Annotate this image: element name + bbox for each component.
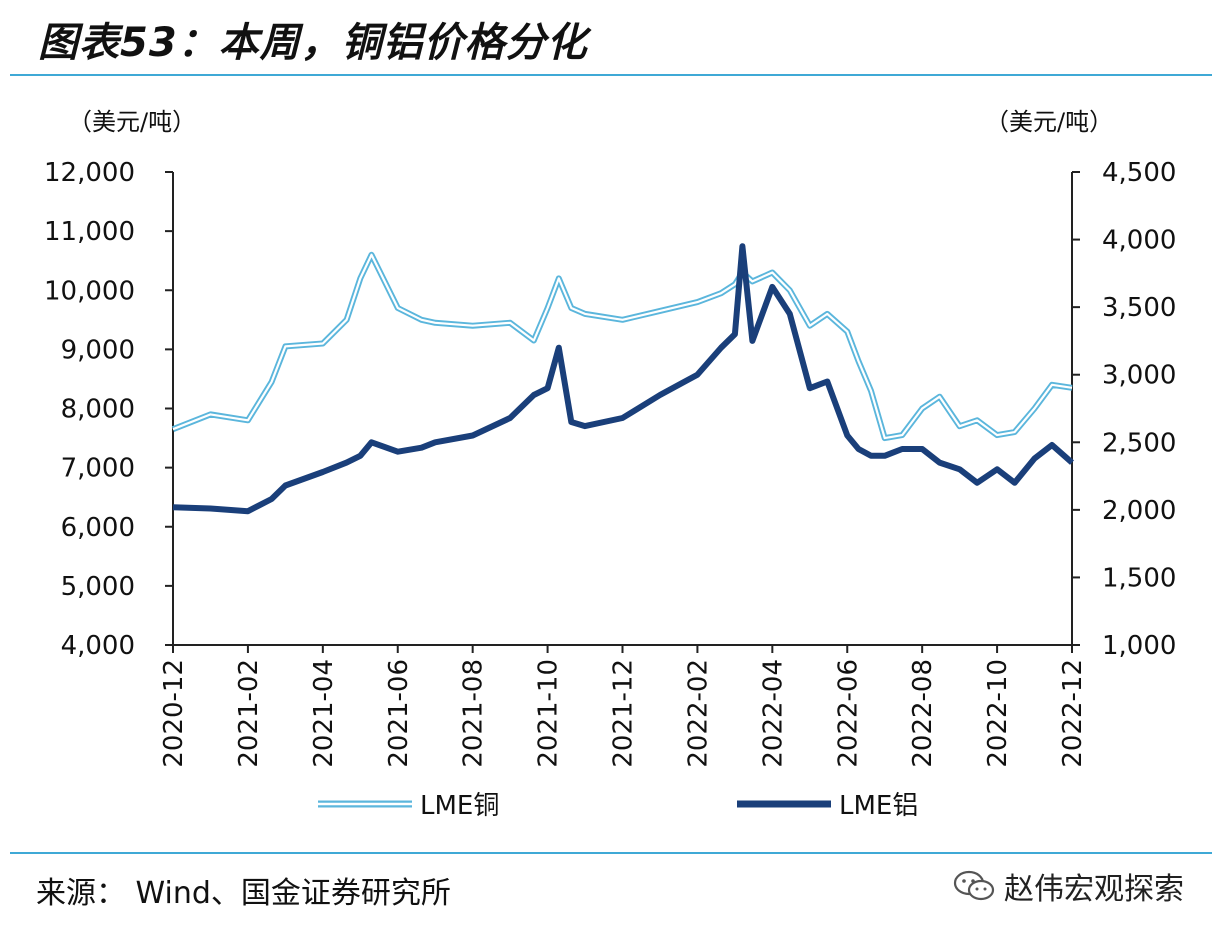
left-tick-label: 12,000 bbox=[44, 158, 135, 188]
x-tick-label: 2022-10 bbox=[983, 659, 1013, 768]
page-title: 图表53：本周，铜铝价格分化 bbox=[38, 20, 588, 66]
x-tick-label: 2022-08 bbox=[908, 659, 938, 768]
right-tick-label: 3,500 bbox=[1102, 293, 1176, 323]
x-tick-label: 2022-12 bbox=[1058, 659, 1088, 768]
left-tick-label: 11,000 bbox=[44, 217, 135, 247]
watermark: 赵伟宏观探索 bbox=[952, 864, 1184, 908]
bottom-divider bbox=[10, 852, 1212, 854]
x-tick-label: 2021-12 bbox=[609, 659, 639, 768]
x-tick-label: 2022-02 bbox=[683, 659, 713, 768]
left-tick-label: 7,000 bbox=[61, 454, 135, 484]
right-tick-label: 3,000 bbox=[1102, 361, 1176, 391]
x-tick-label: 2021-04 bbox=[309, 659, 339, 768]
legend-label-copper: LME铜 bbox=[420, 791, 499, 821]
right-tick-label: 1,500 bbox=[1102, 563, 1176, 593]
left-tick-label: 4,000 bbox=[61, 631, 135, 661]
left-tick-label: 10,000 bbox=[44, 276, 135, 306]
series-line-copper bbox=[172, 253, 1073, 440]
right-axis-unit: （美元/吨） bbox=[985, 108, 1113, 136]
source-note: 来源： Wind、国金证券研究所 bbox=[36, 876, 451, 911]
right-tick-label: 4,000 bbox=[1102, 226, 1176, 256]
right-tick-label: 4,500 bbox=[1102, 158, 1176, 188]
x-tick-label: 2021-10 bbox=[534, 659, 564, 768]
x-tick-label: 2022-04 bbox=[758, 659, 788, 768]
right-tick-label: 2,500 bbox=[1102, 428, 1176, 458]
chart-svg: （美元/吨） （美元/吨） 4,000 5,000 6,000 7,000 8,000 9,… bbox=[44, 108, 1176, 821]
wechat-icon bbox=[953, 870, 995, 901]
left-tick-label: 5,000 bbox=[61, 572, 135, 602]
left-tick-label: 8,000 bbox=[61, 395, 135, 425]
legend-label-aluminum: LME铝 bbox=[839, 791, 918, 821]
x-tick-label: 2021-08 bbox=[459, 659, 489, 768]
x-tick-label: 2021-02 bbox=[234, 659, 264, 768]
left-axis-unit: （美元/吨） bbox=[68, 108, 196, 136]
series-line-aluminum bbox=[172, 243, 1074, 515]
right-tick-label: 1,000 bbox=[1102, 631, 1176, 661]
x-tick-label: 2021-06 bbox=[384, 659, 414, 768]
left-tick-label: 9,000 bbox=[61, 335, 135, 365]
watermark-text: 赵伟宏观探索 bbox=[1004, 872, 1184, 907]
x-tick-label: 2020-12 bbox=[159, 659, 189, 768]
right-tick-label: 2,000 bbox=[1102, 496, 1176, 526]
top-divider bbox=[10, 74, 1212, 76]
series-line-copper-outline bbox=[171, 251, 1073, 442]
x-tick-label: 2022-06 bbox=[833, 659, 863, 768]
left-tick-label: 6,000 bbox=[61, 513, 135, 543]
